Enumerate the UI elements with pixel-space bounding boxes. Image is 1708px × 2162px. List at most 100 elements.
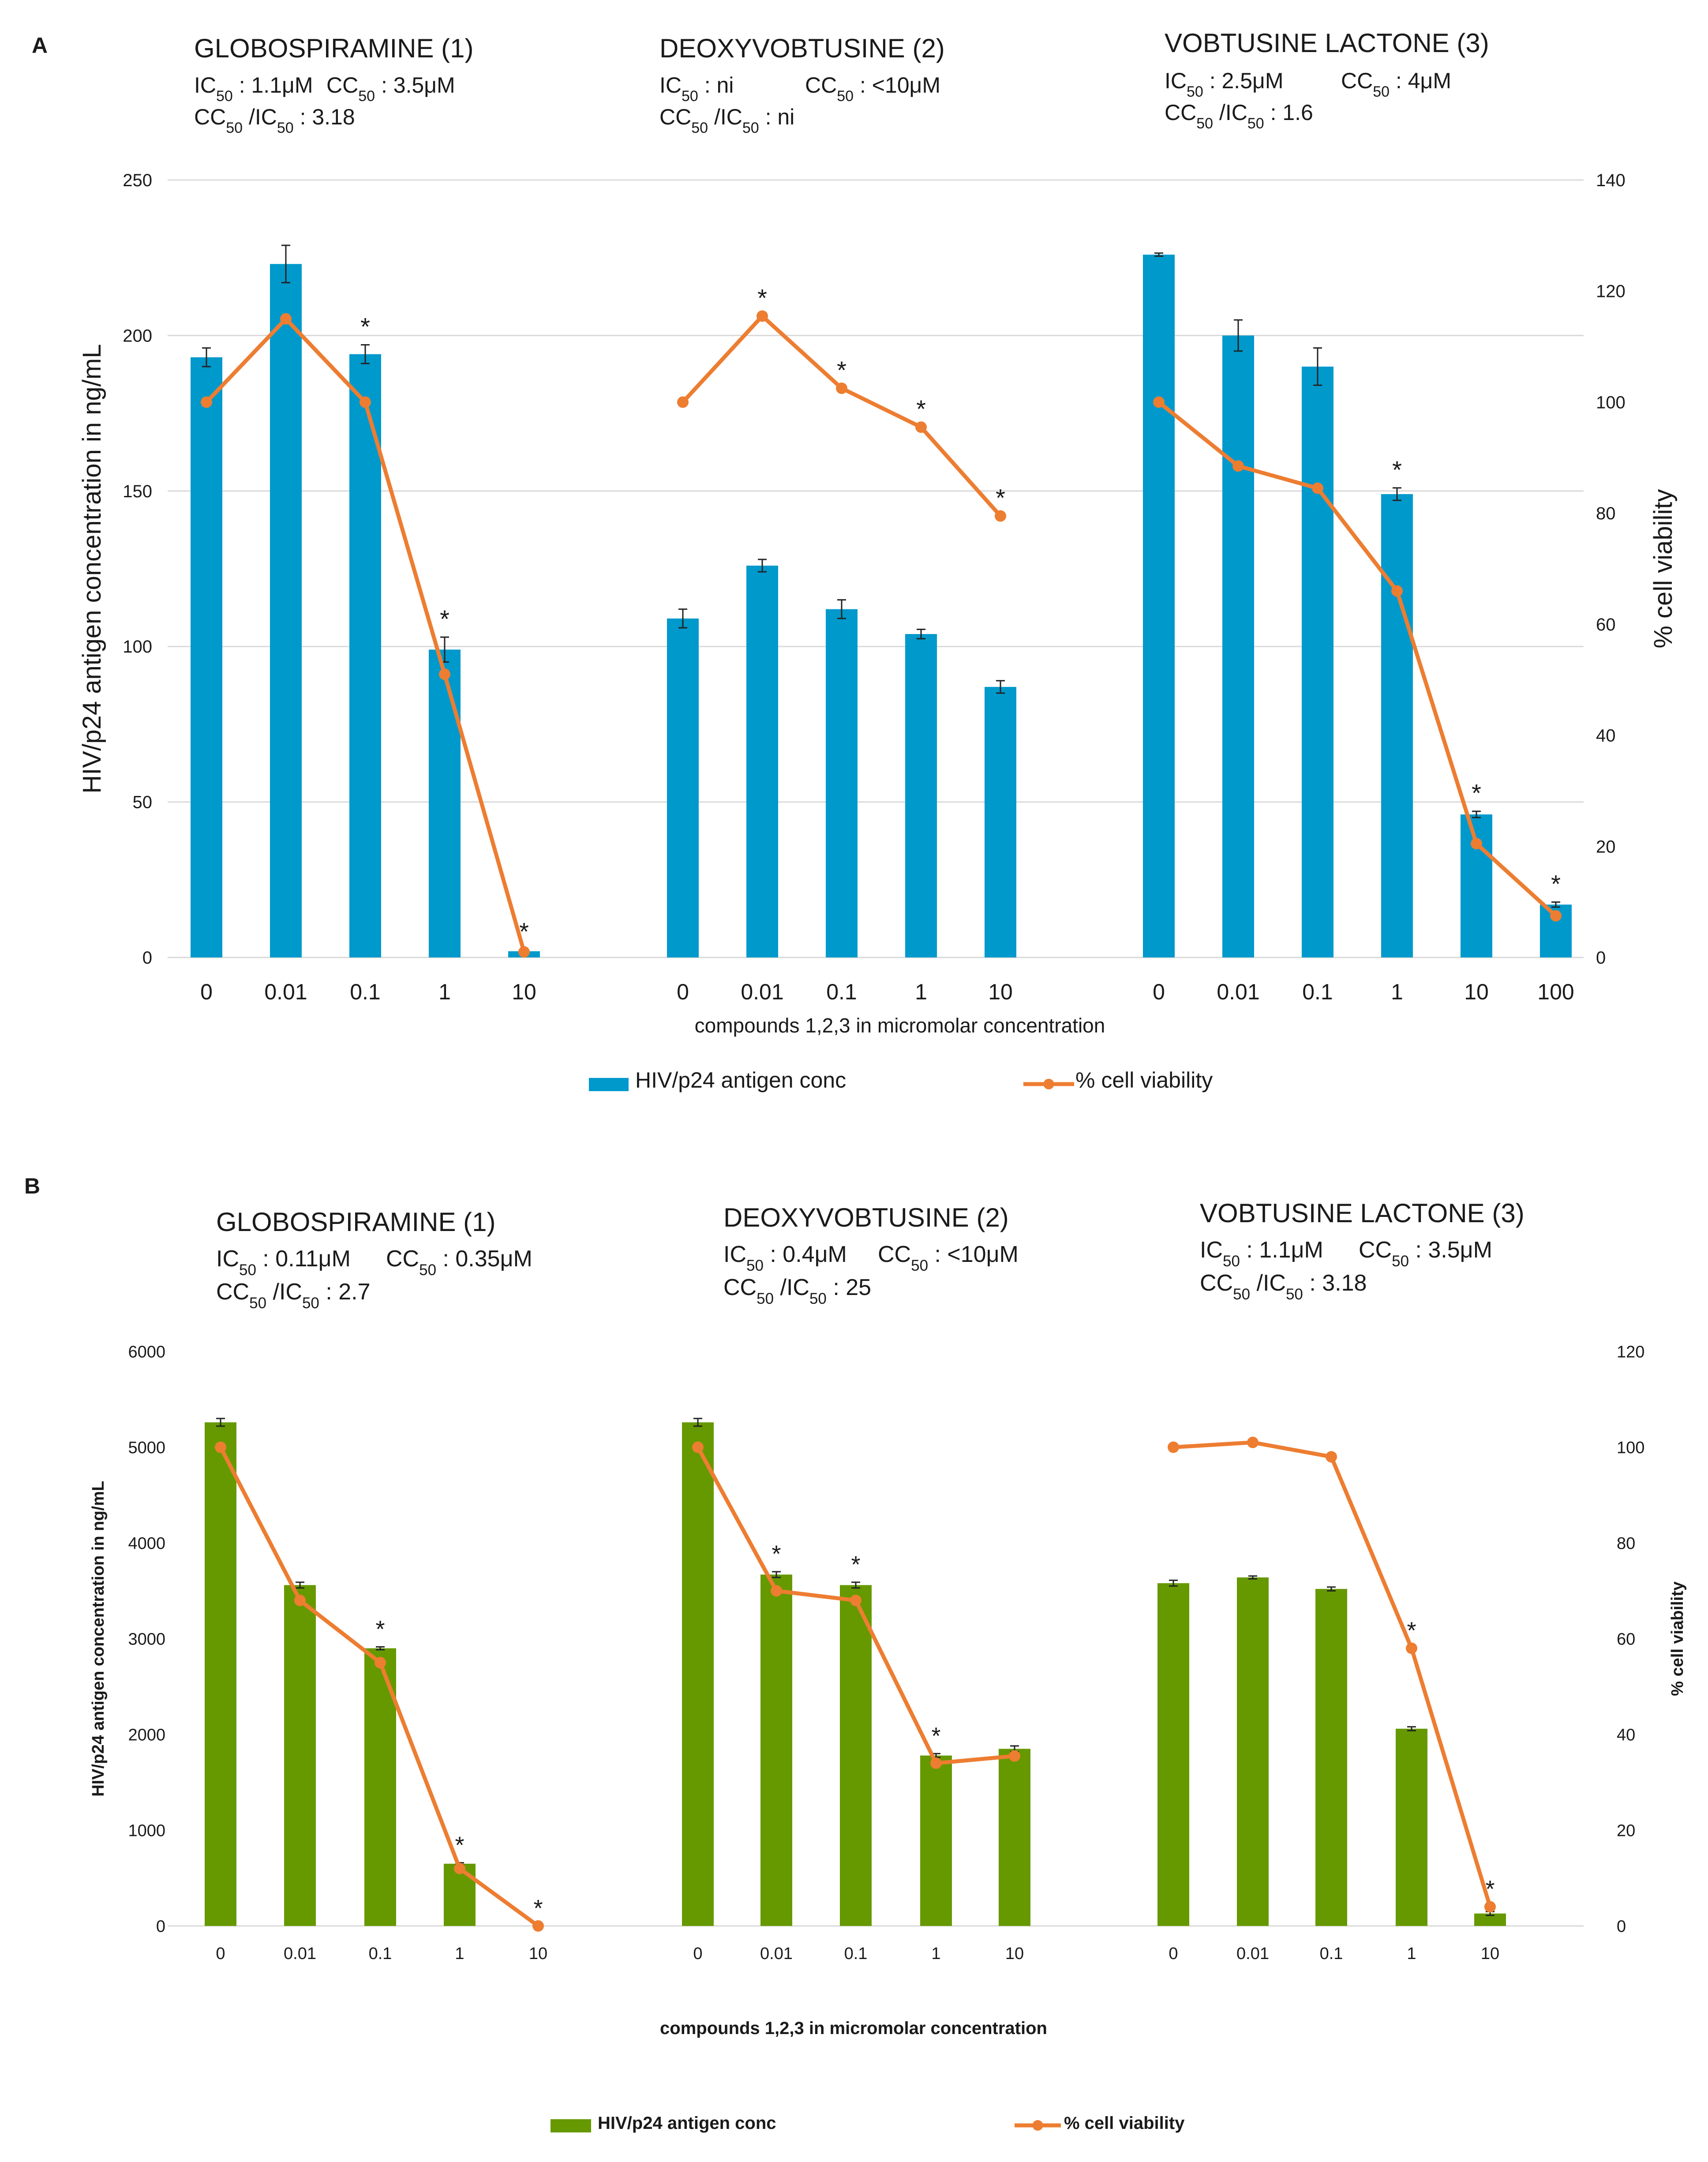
viability-point (1168, 1441, 1179, 1453)
x-tick-label: 1 (455, 1944, 464, 1963)
significance-star: * (837, 356, 847, 384)
viability-point (836, 382, 847, 394)
legend-line-label: % cell viability (1064, 2113, 1185, 2133)
x-tick-label: 10 (1464, 980, 1489, 1004)
significance-star: * (916, 395, 926, 423)
legend-line-label: % cell viability (1075, 1068, 1213, 1092)
y-tick-label: 4000 (128, 1534, 165, 1553)
viability-point (1247, 1437, 1259, 1449)
legend-bar-label: HIV/p24 antigen conc (635, 1068, 846, 1092)
x-tick-label: 10 (988, 980, 1013, 1004)
significance-star: * (931, 1723, 940, 1749)
metric-cc50: CC50 : <10μM (878, 1242, 1019, 1274)
viability-point (454, 1862, 465, 1874)
viability-point (1312, 482, 1323, 494)
bar (1157, 1583, 1189, 1926)
group-title: VOBTUSINE LACTONE (3) (1165, 28, 1489, 58)
y-axis-label: HIV/p24 antigen concentration in ng/mL (78, 344, 106, 794)
significance-star: * (772, 1541, 781, 1567)
viability-point (439, 668, 450, 680)
x-tick-label: 0 (1153, 980, 1165, 1004)
metric-ratio: CC50 /IC50 : 25 (723, 1275, 871, 1307)
y-tick-label: 5000 (128, 1438, 165, 1457)
viability-point (360, 396, 371, 408)
bar (1461, 814, 1492, 957)
viability-point (215, 1441, 226, 1453)
y-tick-label: 150 (123, 482, 152, 501)
x-tick-label: 0.1 (826, 980, 857, 1004)
panel-label: A (32, 33, 48, 58)
viability-point (280, 313, 292, 325)
bar (1381, 494, 1413, 957)
metric-ic50: IC50 : 1.1μM (194, 73, 313, 105)
viability-point (532, 1920, 544, 1932)
bar (205, 1422, 236, 1926)
x-tick-label: 0 (693, 1944, 702, 1963)
group-title: VOBTUSINE LACTONE (3) (1200, 1198, 1524, 1228)
y2-tick-label: 60 (1596, 615, 1616, 634)
bar (1315, 1589, 1347, 1926)
significance-star: * (1392, 456, 1402, 484)
significance-star: * (440, 605, 449, 633)
y2-tick-label: 40 (1617, 1726, 1635, 1744)
viability-line (681, 314, 1002, 518)
bar (1302, 366, 1333, 957)
y-tick-label: 1000 (128, 1821, 165, 1840)
bar (746, 565, 778, 957)
significance-star: * (1472, 779, 1481, 807)
viability-point (1550, 910, 1562, 922)
x-tick-label: 0 (1169, 1944, 1178, 1963)
metric-ic50: IC50 : 2.5μM (1165, 68, 1283, 100)
legend-line-marker (1043, 1079, 1054, 1089)
y2-tick-label: 80 (1596, 504, 1616, 523)
bar (191, 357, 222, 957)
significance-star: * (851, 1551, 860, 1578)
x-tick-label: 1 (915, 980, 927, 1004)
y-tick-label: 50 (133, 793, 153, 812)
viability-point (771, 1585, 782, 1597)
bar (1237, 1577, 1269, 1926)
x-tick-label: 0.01 (760, 1944, 793, 1963)
x-tick-label: 0.1 (1302, 980, 1333, 1004)
x-tick-label: 0.1 (350, 980, 381, 1004)
metric-cc50: CC50 : 4μM (1341, 68, 1451, 100)
x-tick-label: 0.1 (844, 1944, 868, 1963)
y2-tick-label: 20 (1596, 837, 1616, 856)
bar (826, 609, 858, 957)
significance-star: * (757, 284, 767, 312)
x-tick-label: 100 (1537, 980, 1574, 1004)
viability-point (677, 396, 689, 408)
x-tick-label: 0.01 (741, 980, 783, 1004)
significance-star: * (1407, 1618, 1416, 1644)
bar (667, 618, 699, 957)
bar (840, 1585, 872, 1926)
y-tick-label: 0 (156, 1917, 165, 1936)
metric-ratio: CC50 /IC50 : 3.18 (194, 105, 355, 136)
viability-point (757, 310, 768, 322)
legend-bar-swatch (589, 1078, 629, 1091)
y-tick-label: 100 (123, 637, 152, 657)
metric-ratio: CC50 /IC50 : 3.18 (1200, 1270, 1367, 1303)
bar (1396, 1728, 1427, 1926)
x-tick-label: 0 (200, 980, 213, 1004)
bar (270, 264, 302, 957)
viability-point (850, 1595, 861, 1606)
y2-axis-label: % cell viability (1649, 489, 1678, 649)
y2-tick-label: 0 (1617, 1917, 1626, 1936)
viability-line (1157, 400, 1558, 917)
y-tick-label: 6000 (128, 1343, 165, 1361)
y2-tick-label: 60 (1617, 1630, 1635, 1648)
y2-tick-label: 120 (1596, 282, 1626, 301)
y2-tick-label: 0 (1596, 948, 1606, 968)
y-tick-label: 2000 (128, 1726, 165, 1744)
x-tick-label: 0.1 (1320, 1944, 1343, 1963)
y2-tick-label: 120 (1617, 1343, 1644, 1361)
y2-tick-label: 20 (1617, 1821, 1635, 1840)
metric-ic50: IC50 : 0.4μM (723, 1242, 847, 1274)
viability-point (375, 1657, 386, 1669)
viability-point (1484, 1901, 1496, 1913)
panel-label: B (24, 1174, 40, 1198)
x-tick-label: 0.01 (1217, 980, 1259, 1004)
y-axis-label: HIV/p24 antigen concentration in ng/mL (89, 1481, 108, 1797)
bar (429, 649, 461, 957)
